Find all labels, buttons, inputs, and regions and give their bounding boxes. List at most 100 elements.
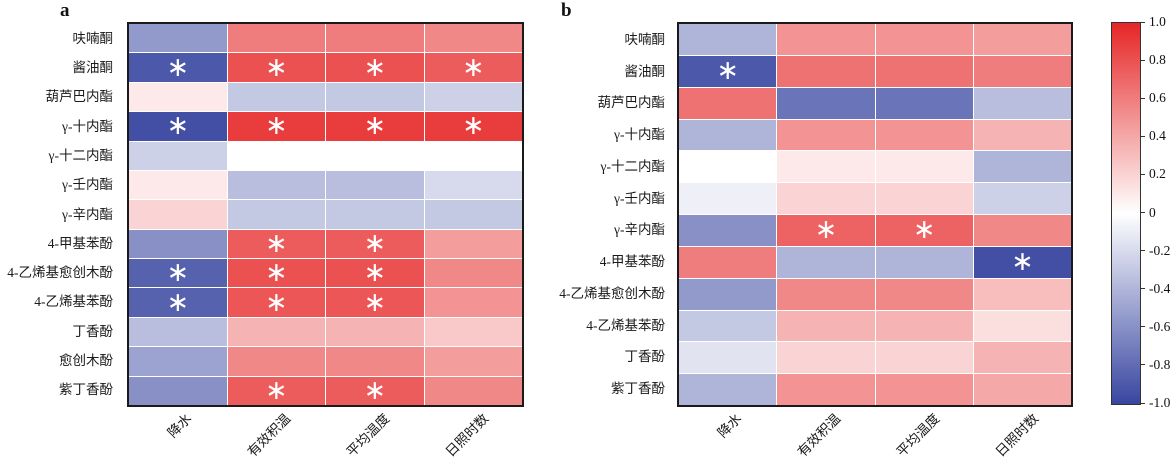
colorbar-tick-label: 0.6 (1149, 90, 1166, 106)
heatmap-cell (129, 200, 227, 228)
row-label: γ-辛内酯 (0, 198, 120, 227)
colorbar-tick-label: 0.8 (1149, 52, 1166, 68)
heatmap-cell (974, 56, 1071, 87)
heatmap-cell: ∗ (876, 215, 973, 246)
heatmap-cell (326, 318, 424, 346)
heatmap-cell: ∗ (326, 288, 424, 316)
heatmap-cell: ∗ (228, 377, 326, 405)
heatmap-cell (425, 288, 523, 316)
heatmap-cell (679, 279, 776, 310)
heatmap-cell (974, 183, 1071, 214)
heatmap-cell (777, 311, 874, 342)
colorbar-tick-mark (1140, 22, 1145, 23)
column-label: 降水 (711, 408, 744, 441)
row-label: 酱油酮 (0, 51, 120, 80)
heatmap-cell (777, 374, 874, 405)
row-label: 4-甲基苯酚 (540, 244, 672, 276)
column-label: 有效积温 (242, 408, 294, 460)
panel-b-row-labels: 呋喃酮酱油酮葫芦巴内酯γ-十内酯γ-十二内酯γ-壬内酯γ-辛内酯4-甲基苯酚4-… (540, 22, 672, 403)
heatmap-cell: ∗ (326, 53, 424, 81)
heatmap-cell (326, 200, 424, 228)
heatmap-cell: ∗ (228, 288, 326, 316)
heatmap-cell (876, 88, 973, 119)
heatmap-cell (876, 279, 973, 310)
heatmap-cell (129, 142, 227, 170)
heatmap-cell (974, 120, 1071, 151)
heatmap-cell (129, 230, 227, 258)
heatmap-cell (876, 247, 973, 278)
colorbar-tick-label: 0 (1149, 205, 1156, 221)
heatmap-cell (974, 279, 1071, 310)
heatmap-cell (876, 151, 973, 182)
colorbar-tick-mark (1140, 60, 1145, 61)
heatmap-cell (876, 24, 973, 55)
heatmap-cell (129, 377, 227, 405)
row-label: 4-乙烯基苯酚 (0, 286, 120, 315)
row-label: 4-乙烯基愈创木酚 (540, 276, 672, 308)
row-label: 葫芦巴内酯 (540, 86, 672, 118)
colorbar-tick-label: -0.2 (1149, 243, 1170, 259)
heatmap-cell (228, 200, 326, 228)
colorbar-tick-mark (1140, 98, 1145, 99)
heatmap-cell: ∗ (777, 215, 874, 246)
heatmap-cell (425, 347, 523, 375)
heatmap-cell (974, 311, 1071, 342)
heatmap-cell (679, 183, 776, 214)
heatmap-cell: ∗ (425, 112, 523, 140)
heatmap-cell (129, 24, 227, 52)
heatmap-cell (425, 24, 523, 52)
heatmap-cell (777, 151, 874, 182)
heatmap-cell (777, 88, 874, 119)
heatmap-cell (679, 24, 776, 55)
row-label: γ-十二内酯 (0, 139, 120, 168)
row-label: γ-十内酯 (0, 110, 120, 139)
colorbar-tick-mark (1140, 250, 1145, 251)
row-label: γ-壬内酯 (0, 169, 120, 198)
colorbar-tick-mark (1140, 174, 1145, 175)
row-label: 4-甲基苯酚 (0, 227, 120, 256)
heatmap-cell (425, 200, 523, 228)
heatmap-cell (876, 120, 973, 151)
heatmap-cell (425, 83, 523, 111)
heatmap-cell (326, 24, 424, 52)
row-label: 丁香酚 (540, 340, 672, 372)
column-label: 平均温度 (341, 408, 393, 460)
heatmap-cell (679, 88, 776, 119)
heatmap-cell (876, 374, 973, 405)
row-label: 丁香酚 (0, 315, 120, 344)
heatmap-cell (974, 215, 1071, 246)
heatmap-cell: ∗ (974, 247, 1071, 278)
row-label: 呋喃酮 (0, 22, 120, 51)
heatmap-cell (974, 374, 1071, 405)
colorbar-gradient (1111, 22, 1141, 405)
heatmap-cell (777, 247, 874, 278)
heatmap-cell (425, 171, 523, 199)
row-label: γ-辛内酯 (540, 213, 672, 245)
colorbar-tick-mark (1140, 326, 1145, 327)
heatmap-cell (326, 83, 424, 111)
heatmap-cell (425, 377, 523, 405)
heatmap-cell (777, 56, 874, 87)
heatmap-cell (974, 151, 1071, 182)
colorbar-tick-label: 1.0 (1149, 14, 1166, 30)
heatmap-cell: ∗ (129, 288, 227, 316)
row-label: 葫芦巴内酯 (0, 81, 120, 110)
row-label: γ-十内酯 (540, 117, 672, 149)
row-label: 呋喃酮 (540, 22, 672, 54)
heatmap-cell: ∗ (228, 230, 326, 258)
heatmap-cell (974, 88, 1071, 119)
heatmap-cell (228, 347, 326, 375)
colorbar-tick-mark (1140, 364, 1145, 365)
heatmap-cell (777, 24, 874, 55)
column-label: 降水 (162, 408, 195, 441)
heatmap-cell (228, 83, 326, 111)
heatmap-cell (228, 142, 326, 170)
heatmap-cell (228, 318, 326, 346)
heatmap-cell (679, 311, 776, 342)
colorbar-tick-label: 0.2 (1149, 166, 1166, 182)
heatmap-cell (876, 56, 973, 87)
heatmap-cell (777, 120, 874, 151)
colorbar-tick-mark (1140, 288, 1145, 289)
heatmap-cell (129, 83, 227, 111)
panel-b-heatmap: ∗∗∗∗ (677, 22, 1073, 407)
